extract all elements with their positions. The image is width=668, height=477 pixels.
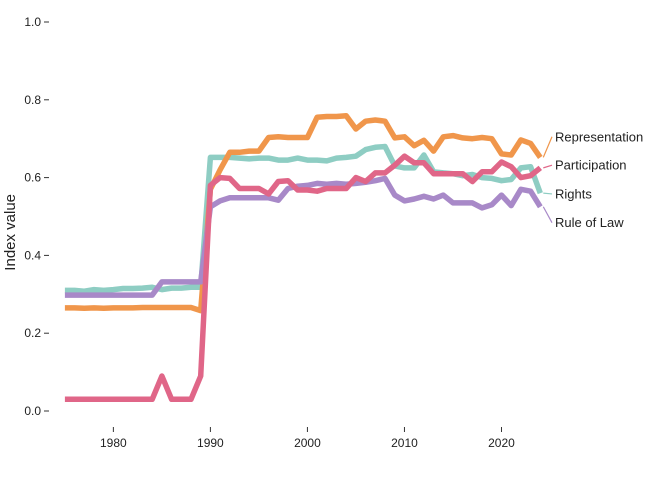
series-label-layer: Representation Participation Rights Rule of… [542,129,643,230]
y-axis-title: Index value [2,194,19,271]
series-line-representation [64,112,543,314]
y-tick-label: 0.0 [24,404,41,418]
label-leader-line [542,206,553,224]
x-tick-label: 1980 [100,436,127,450]
series-label-participation: Participation [555,158,627,173]
x-tick-label: 2020 [488,436,515,450]
y-tick-label: 0.6 [24,171,41,185]
series-line-rights [64,143,543,294]
y-tick-label: 0.2 [24,326,41,340]
label-leader-line [542,136,553,158]
series-line-participation [64,153,543,403]
y-tick-label: 0.8 [24,93,41,107]
y-axis: 0.0 0.2 0.4 0.6 0.8 1.0 [24,15,49,418]
x-axis: 1980 1990 2000 2010 2020 [100,427,515,450]
series-line-rule-of-law [64,175,543,298]
series-label-representation: Representation [555,129,643,144]
series-layer [64,112,543,403]
series-label-rights: Rights [555,186,592,201]
label-leader-line [543,164,553,169]
x-tick-label: 2010 [391,436,418,450]
label-leader-line [543,192,553,195]
series-label-rule-of-law: Rule of Law [555,215,624,230]
y-tick-label: 0.4 [24,248,41,262]
x-tick-label: 1990 [197,436,224,450]
y-tick-label: 1.0 [24,15,41,29]
x-tick-label: 2000 [294,436,321,450]
